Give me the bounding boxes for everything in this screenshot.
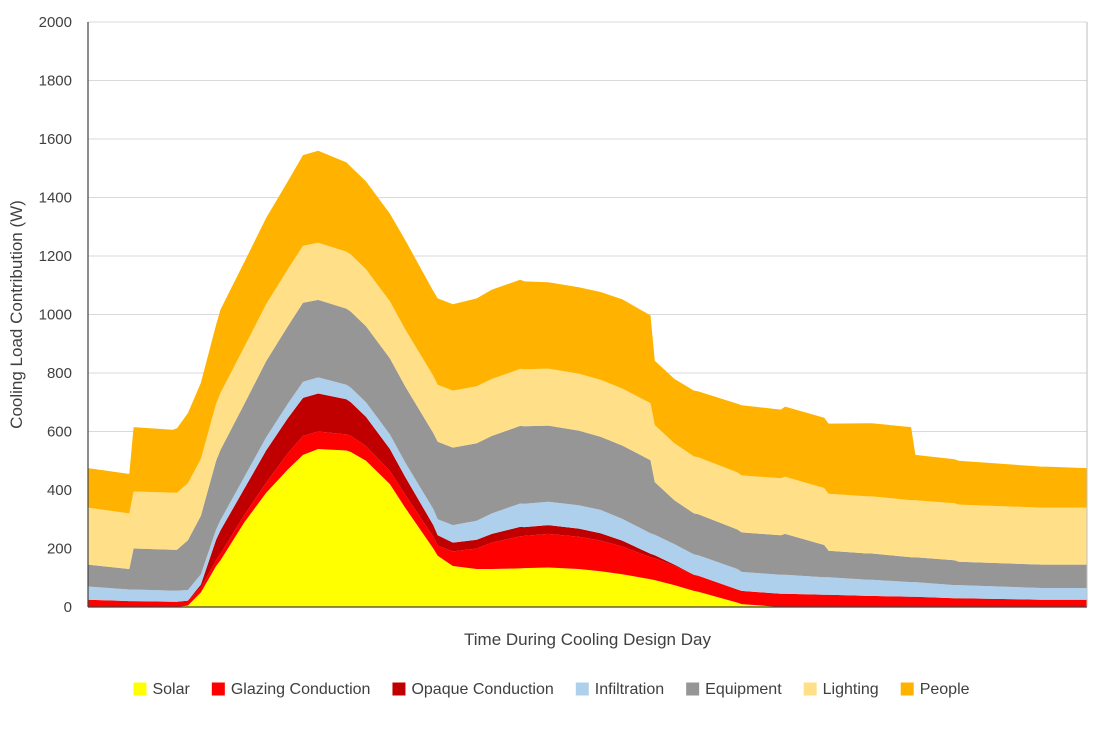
- area-equipment: [88, 299, 1087, 591]
- legend-label: Solar: [152, 681, 190, 698]
- y-tick-label: 400: [47, 482, 72, 499]
- area-people: [88, 150, 1087, 514]
- y-tick-label: 2000: [39, 14, 72, 31]
- legend-item-equipment: Equipment: [686, 681, 782, 698]
- y-tick-label: 0: [64, 599, 72, 616]
- legend-label: Lighting: [823, 681, 879, 698]
- legend-label: People: [920, 681, 970, 698]
- y-tick-label: 200: [47, 541, 72, 558]
- legend-item-lighting: Lighting: [803, 681, 879, 698]
- y-tick-labels: 0 200 400 600 800 1000 1200 1400 1600 1800 2000: [39, 14, 72, 616]
- axes: [87, 22, 1088, 608]
- y-tick-label: 600: [47, 424, 72, 441]
- area-solar: [88, 449, 1087, 607]
- x-axis-title: Time During Cooling Design Day: [464, 630, 711, 649]
- legend-swatch: [133, 682, 147, 696]
- stacked-areas: [88, 150, 1087, 607]
- legend-label: Equipment: [705, 681, 782, 698]
- y-tick-label: 1800: [39, 73, 72, 90]
- legend-swatch: [900, 682, 914, 696]
- y-tick-label: 1000: [39, 307, 72, 324]
- y-tick-label: 1200: [39, 248, 72, 265]
- y-axis-title: Cooling Load Contribution (W): [7, 200, 26, 429]
- legend-item-infiltration: Infiltration: [575, 681, 664, 698]
- legend-swatch: [686, 682, 700, 696]
- legend-label: Opaque Conduction: [411, 681, 553, 698]
- legend-label: Glazing Conduction: [231, 681, 371, 698]
- legend-item-solar: Solar: [133, 681, 190, 698]
- area-lighting: [88, 242, 1087, 570]
- y-tick-label: 1400: [39, 190, 72, 207]
- legend-item-opaque-conduction: Opaque Conduction: [392, 681, 554, 698]
- legend-label: Infiltration: [595, 681, 664, 698]
- legend-swatch: [211, 682, 225, 696]
- legend: Solar Glazing Conduction Opaque Conduction…: [133, 681, 970, 698]
- y-tick-label: 800: [47, 365, 72, 382]
- legend-swatch: [803, 682, 817, 696]
- legend-item-glazing-conduction: Glazing Conduction: [211, 681, 371, 698]
- legend-swatch: [575, 682, 589, 696]
- legend-item-people: People: [900, 681, 970, 698]
- y-tick-label: 1600: [39, 131, 72, 148]
- legend-swatch: [392, 682, 406, 696]
